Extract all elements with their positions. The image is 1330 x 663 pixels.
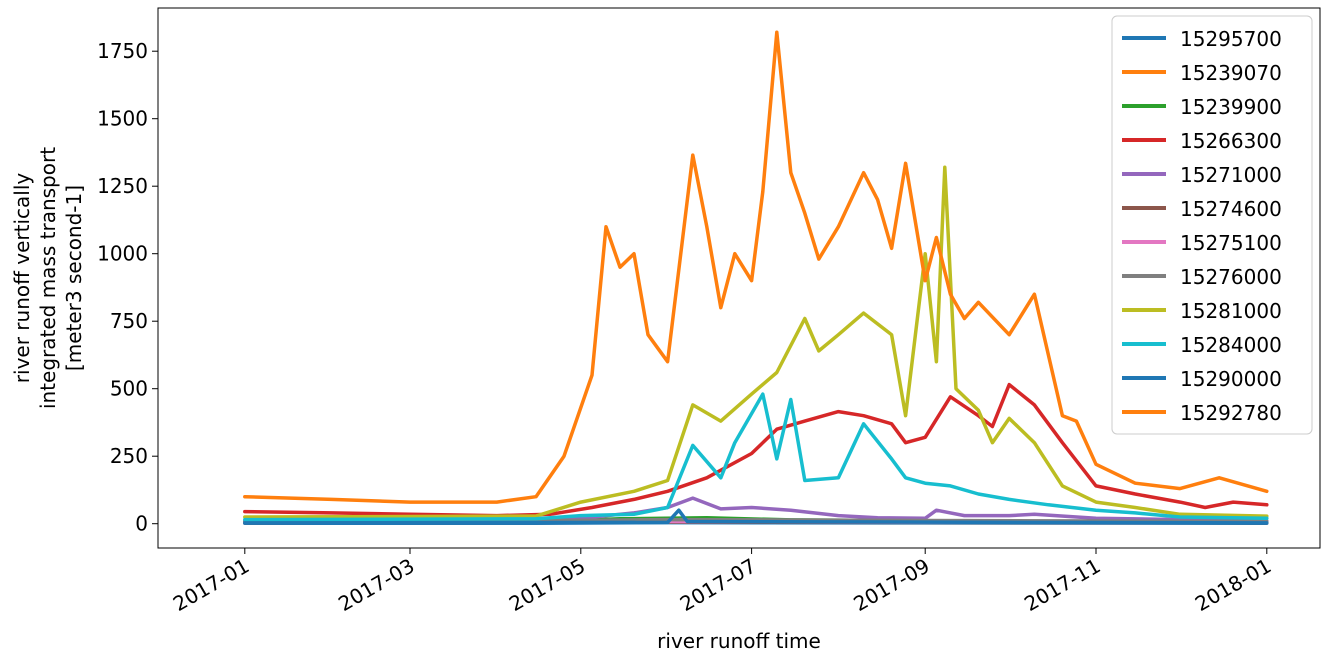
y-axis-label-line-3: [meter3 second-1]	[62, 185, 86, 371]
y-tick-label: 1250	[97, 174, 148, 198]
legend-entry: 15290000	[1180, 367, 1282, 391]
x-tick-label: 2017-07	[676, 554, 760, 617]
y-tick-label: 0	[135, 512, 148, 536]
legend-entry: 15239070	[1180, 61, 1282, 85]
legend-entry: 15295700	[1180, 27, 1282, 51]
x-tick-label: 2017-05	[505, 554, 589, 617]
y-tick-label: 1000	[97, 242, 148, 266]
x-tick-label: 2017-03	[334, 554, 418, 617]
series-line-15281000	[243, 165, 1269, 519]
legend-entry: 15275100	[1180, 231, 1282, 255]
legend-entry: 15274600	[1180, 197, 1282, 221]
x-tick-label: 2017-09	[849, 554, 933, 617]
legend-entry: 15271000	[1180, 163, 1282, 187]
y-tick-label: 1750	[97, 39, 148, 63]
legend-box	[1111, 15, 1313, 435]
x-axis: 2017-01 2017-03 2017-05 2017-07 2017-09 2017-…	[169, 548, 1275, 616]
legend: 15295700 15239070 15239900 15266300 15271000…	[1111, 15, 1313, 435]
x-tick-label: 2017-11	[1020, 554, 1104, 617]
series-line-15292780	[243, 30, 1269, 504]
legend-entry: 15281000	[1180, 299, 1282, 323]
x-tick-label: 2017-01	[169, 554, 253, 617]
y-axis-label-line-1: river runoff vertically	[10, 173, 34, 384]
series-layer	[243, 30, 1269, 525]
series-line-15266300	[243, 382, 1269, 518]
y-tick-label: 500	[110, 377, 148, 401]
legend-entry: 15276000	[1180, 265, 1282, 289]
plot-frame	[157, 7, 1321, 549]
legend-entry: 15292780	[1180, 401, 1282, 425]
y-tick-label: 250	[110, 444, 148, 468]
x-tick-label: 2018-01	[1191, 554, 1275, 617]
y-tick-label: 1500	[97, 107, 148, 131]
series-line-15290000	[243, 508, 1269, 525]
series-line-15284000	[243, 392, 1269, 522]
y-axis: 0 250 500 750 1000 1250 1500 1750	[97, 39, 158, 536]
legend-entry: 15284000	[1180, 333, 1282, 357]
legend-entry: 15266300	[1180, 129, 1282, 153]
y-tick-label: 750	[110, 309, 148, 333]
legend-entry: 15239900	[1180, 95, 1282, 119]
y-axis-label-line-2: integrated mass transport	[36, 147, 60, 409]
x-axis-label: river runoff time	[657, 629, 821, 653]
